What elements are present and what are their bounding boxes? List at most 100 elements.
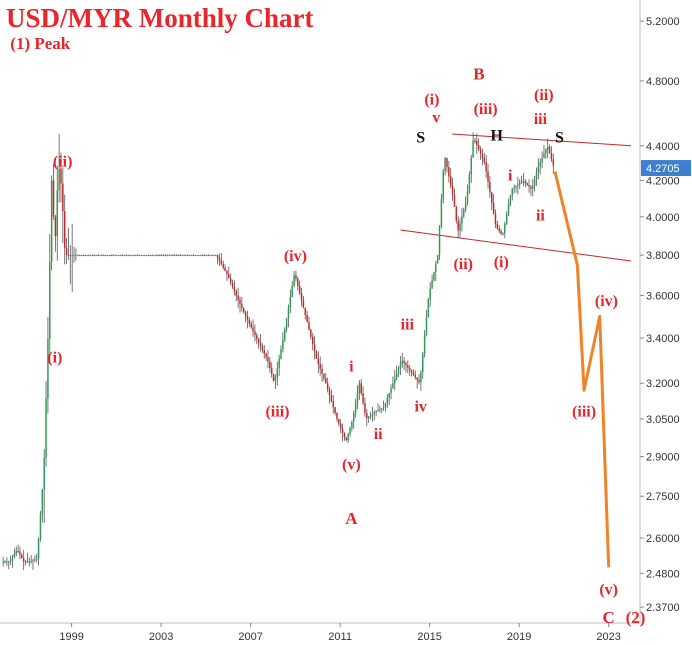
candle	[209, 254, 211, 257]
candle-body	[366, 413, 368, 419]
candle-body	[492, 203, 495, 214]
candle	[218, 253, 221, 267]
candle	[134, 254, 137, 257]
candle	[382, 400, 385, 411]
wave-label: iv	[414, 399, 426, 416]
candle	[552, 153, 555, 174]
candle-body	[62, 183, 64, 212]
candle	[347, 432, 349, 444]
candle	[4, 560, 6, 564]
candle-body	[185, 255, 187, 257]
candle-body	[442, 171, 445, 200]
candle	[162, 254, 165, 257]
candle	[407, 360, 409, 374]
candle-body	[341, 428, 344, 433]
candle-body	[222, 264, 224, 268]
candle-body	[448, 167, 450, 177]
candle	[429, 282, 431, 307]
candle	[528, 179, 530, 193]
candle	[435, 260, 437, 281]
candle-body	[41, 489, 44, 514]
candle	[285, 318, 288, 333]
candle	[101, 254, 103, 257]
candle	[252, 319, 254, 337]
candle-body	[541, 157, 543, 163]
candle-body	[263, 349, 265, 354]
candle	[513, 184, 515, 194]
candle-body	[119, 255, 122, 257]
candle	[438, 225, 441, 261]
candle-body	[142, 255, 144, 257]
wave-label: (v)	[342, 457, 361, 474]
candle-body	[517, 184, 519, 186]
candle-body	[298, 285, 301, 294]
candle-body	[533, 179, 536, 186]
wave-label: (i)	[494, 254, 509, 271]
y-tick-label: 2.3700	[646, 602, 680, 614]
candle	[160, 254, 163, 257]
candle	[127, 254, 129, 257]
candle-body	[114, 255, 116, 257]
candle-body	[52, 180, 55, 217]
candle	[65, 237, 68, 264]
candle	[405, 361, 407, 373]
candle-body	[215, 255, 217, 257]
candle-body	[248, 319, 251, 324]
candle-body	[466, 191, 469, 203]
candle-body	[241, 304, 243, 309]
candle	[509, 194, 512, 207]
candle	[483, 152, 486, 165]
candle-body	[183, 255, 185, 257]
candle-body	[338, 419, 340, 424]
candle-body	[90, 255, 92, 257]
candle-body	[211, 255, 213, 257]
candle-body	[408, 367, 411, 371]
candle	[228, 266, 230, 279]
candle	[377, 403, 379, 412]
candle	[466, 184, 469, 206]
candle-body	[123, 255, 126, 257]
candle-body	[9, 560, 12, 562]
candle-body	[386, 398, 389, 403]
candle-body	[43, 457, 45, 490]
candle	[119, 254, 122, 257]
candle	[118, 255, 120, 257]
candle-body	[21, 554, 23, 559]
candle	[416, 377, 418, 389]
candle	[259, 333, 262, 352]
candle	[250, 320, 252, 329]
candle	[492, 194, 495, 215]
candle	[522, 173, 525, 187]
candle-body	[177, 255, 180, 257]
candle	[47, 316, 49, 414]
candle	[138, 254, 141, 257]
candle	[86, 255, 88, 257]
wave-label: ii	[536, 208, 545, 225]
candle-body	[75, 255, 77, 257]
candle	[517, 176, 519, 195]
candle-body	[24, 561, 27, 563]
candle-body	[144, 255, 146, 257]
candle-body	[157, 255, 159, 257]
candle	[24, 560, 27, 566]
last-price-box	[641, 160, 691, 177]
channel-line	[451, 133, 632, 147]
candle-body	[54, 216, 57, 237]
candle-body	[181, 255, 183, 257]
candle	[343, 432, 346, 441]
candle	[496, 220, 499, 230]
candle-body	[34, 559, 36, 561]
candle-body	[127, 255, 129, 257]
candle	[246, 310, 249, 329]
candle	[183, 254, 185, 257]
candle	[321, 363, 323, 382]
candle	[317, 351, 320, 374]
candle	[194, 255, 196, 257]
candle	[451, 177, 454, 201]
candle-body	[125, 255, 127, 257]
candle	[526, 182, 528, 187]
candle	[164, 254, 167, 257]
wave-label: v	[432, 109, 440, 126]
candle-body	[518, 182, 521, 185]
candle-body	[461, 216, 463, 224]
